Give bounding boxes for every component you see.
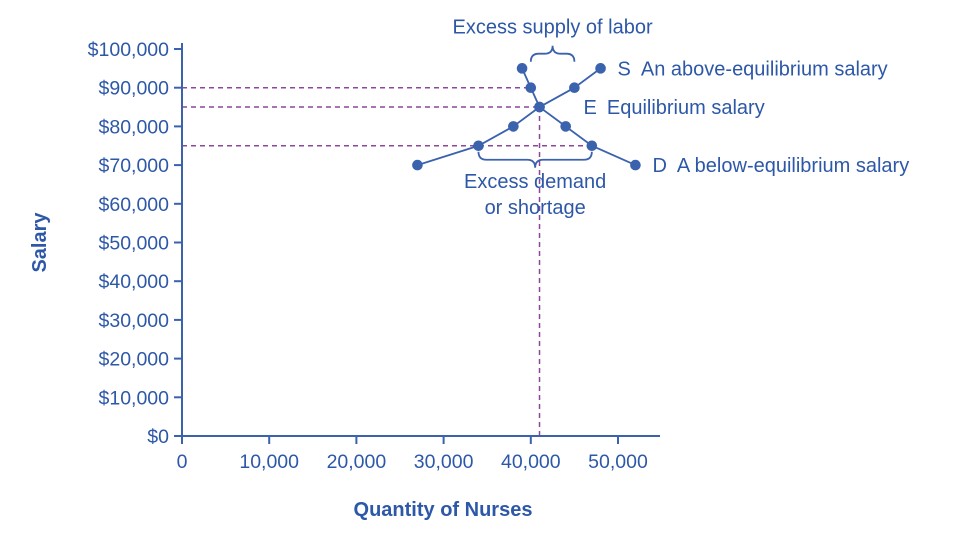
x-tick-label: 20,000 xyxy=(327,451,387,473)
excess-supply-brace xyxy=(529,45,576,62)
y-tick-label: $70,000 xyxy=(99,155,170,177)
annotation-S: S An above-equilibrium salary xyxy=(618,58,888,80)
y-tick-label: $90,000 xyxy=(99,78,170,100)
supply-point xyxy=(473,140,484,152)
y-tick-label: $60,000 xyxy=(99,194,170,216)
y-tick-label: $80,000 xyxy=(99,116,170,138)
x-tick-label: 50,000 xyxy=(588,451,648,473)
x-tick-label: 30,000 xyxy=(414,451,474,473)
demand-point xyxy=(560,121,571,132)
y-tick-label: $20,000 xyxy=(99,349,170,371)
supply-point xyxy=(508,121,519,132)
excess-demand-label: or shortage xyxy=(485,197,586,219)
y-tick-label: $0 xyxy=(147,426,169,448)
demand-point xyxy=(516,63,528,74)
demand-point xyxy=(630,159,641,171)
y-tick-label: $40,000 xyxy=(99,271,170,293)
x-tick-label: 40,000 xyxy=(501,451,561,473)
supply-curve xyxy=(417,67,602,166)
supply-point xyxy=(412,159,423,171)
x-tick-label: 0 xyxy=(177,451,188,473)
y-tick-label: $50,000 xyxy=(99,233,170,255)
x-tick-label: 10,000 xyxy=(239,451,299,473)
excess-demand-label: Excess demand xyxy=(464,171,606,193)
excess-demand-brace xyxy=(477,151,593,168)
demand-point xyxy=(586,140,598,152)
annotation-E: E Equilibrium salary xyxy=(584,97,765,119)
y-tick-label: $30,000 xyxy=(99,310,170,332)
y-tick-label: $10,000 xyxy=(99,387,170,409)
excess-supply-label: Excess supply of labor xyxy=(453,17,653,39)
x-axis-title: Quantity of Nurses xyxy=(354,499,533,521)
supply-point xyxy=(569,82,580,93)
y-tick-label: $100,000 xyxy=(88,39,169,61)
demand-point xyxy=(525,82,537,93)
y-axis-title: Salary xyxy=(29,212,51,273)
demand-point xyxy=(534,101,545,113)
supply-point xyxy=(595,63,606,74)
